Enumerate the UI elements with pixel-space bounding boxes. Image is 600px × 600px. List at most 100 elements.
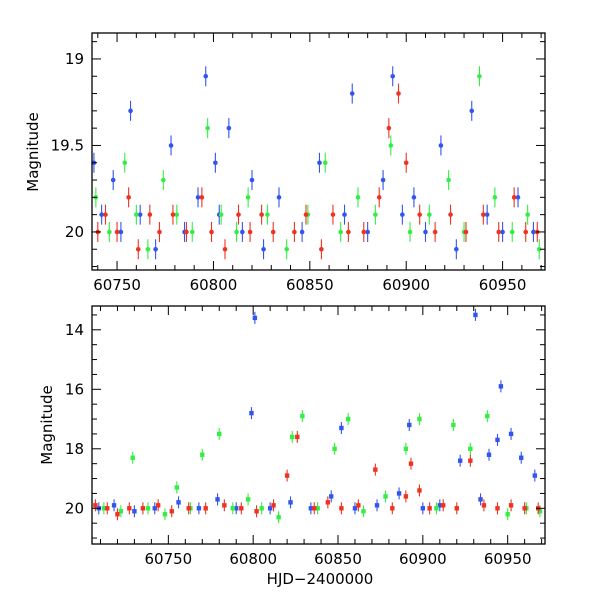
top-data-point — [236, 212, 241, 217]
top-data-point — [292, 229, 297, 235]
bottom-data-point — [498, 384, 504, 389]
bottom-data-point — [162, 512, 168, 517]
bottom-data-point — [481, 503, 487, 508]
top-data-point — [110, 177, 116, 183]
top-data-point — [365, 229, 370, 235]
bottom-x-tick-label: 60900 — [399, 550, 447, 568]
top-data-point — [245, 195, 251, 200]
bottom-data-point — [186, 506, 191, 511]
bottom-data-point — [130, 455, 135, 460]
bottom-data-point — [249, 410, 254, 416]
top-data-point — [234, 229, 239, 235]
bottom-data-point — [308, 506, 314, 511]
bottom-data-point — [132, 509, 137, 514]
bottom-data-point — [339, 425, 344, 431]
top-data-point — [168, 143, 174, 148]
bottom-panel-frame — [91, 305, 546, 545]
top-data-point — [427, 212, 432, 217]
top-data-point — [438, 143, 444, 148]
bottom-data-point — [295, 434, 300, 440]
bottom-data-point — [176, 500, 181, 505]
bottom-panel-ticks: 60750 60800 60850 60900 60950 14 16 18 20 — [65, 306, 545, 568]
bottom-data-point — [239, 506, 244, 511]
bottom-data-point — [152, 506, 157, 511]
bottom-data-point — [169, 509, 174, 514]
bottom-data-point — [468, 458, 473, 463]
bottom-data-point — [222, 503, 227, 508]
bottom-data-point — [200, 452, 205, 457]
top-data-point — [446, 177, 451, 183]
bottom-data-point — [427, 506, 432, 511]
bottom-data-point — [495, 437, 500, 443]
bottom-data-point — [373, 467, 378, 472]
bottom-data-point — [532, 473, 538, 478]
bottom-data-point — [339, 506, 344, 511]
bottom-data-point — [155, 503, 161, 508]
top-data-point — [515, 195, 521, 200]
top-data-point — [355, 195, 361, 200]
top-data-point — [500, 229, 505, 235]
top-data-point — [349, 91, 355, 96]
bottom-data-point — [441, 503, 446, 508]
bottom-x-tick-label: 60850 — [314, 550, 362, 568]
top-data-point — [484, 212, 490, 217]
top-data-point — [361, 229, 367, 235]
top-data-point — [536, 246, 542, 252]
top-data-point — [270, 229, 276, 235]
top-data-point — [249, 177, 255, 183]
bottom-data-point — [390, 506, 395, 511]
top-data-point — [322, 160, 328, 166]
top-data-point — [247, 229, 253, 235]
top-panel-marks — [92, 66, 542, 260]
top-series-3 — [95, 83, 540, 260]
top-x-tick-label: 60800 — [190, 276, 238, 294]
top-data-point — [448, 212, 453, 217]
top-data-point — [376, 195, 382, 200]
top-data-point — [481, 212, 486, 217]
bottom-data-point — [254, 509, 259, 514]
top-data-point — [400, 212, 405, 217]
bottom-data-point — [332, 446, 337, 451]
top-y-tick-label: 20 — [65, 223, 84, 241]
bottom-x-tick-label: 60750 — [144, 550, 192, 568]
top-series-1 — [92, 66, 536, 260]
bottom-ylabel: Magnitude — [38, 385, 56, 464]
bottom-data-point — [374, 503, 380, 508]
bottom-data-point — [473, 312, 478, 318]
top-data-point — [265, 212, 270, 217]
bottom-data-point — [127, 506, 132, 511]
top-data-point — [423, 229, 428, 235]
bottom-series-3 — [93, 430, 541, 521]
top-data-point — [492, 195, 498, 200]
top-data-point — [170, 212, 176, 217]
bottom-data-point — [383, 494, 388, 499]
bottom-data-point — [105, 506, 110, 511]
top-data-point — [147, 212, 153, 217]
bottom-data-point — [259, 506, 264, 511]
bottom-data-point — [356, 503, 361, 508]
bottom-data-point — [276, 515, 281, 520]
top-data-point — [386, 125, 392, 131]
bottom-data-point — [417, 416, 422, 422]
bottom-data-point — [505, 512, 510, 517]
top-data-point — [284, 246, 289, 252]
bottom-data-point — [111, 503, 117, 508]
bottom-data-point — [284, 473, 290, 478]
bottom-data-point — [118, 509, 124, 514]
bottom-data-point — [196, 506, 202, 511]
top-data-point — [477, 73, 482, 79]
top-data-point — [403, 160, 409, 166]
top-data-point — [338, 229, 343, 235]
bottom-data-point — [234, 506, 239, 511]
top-data-point — [99, 212, 104, 217]
top-x-tick-label: 60750 — [93, 276, 141, 294]
top-data-point — [137, 212, 143, 217]
top-data-point — [161, 177, 166, 183]
top-data-point — [509, 229, 515, 235]
top-data-point — [153, 246, 158, 252]
bottom-data-point — [252, 315, 258, 321]
top-series-2 — [93, 66, 542, 260]
bottom-data-point — [519, 455, 524, 460]
top-data-point — [107, 229, 112, 235]
